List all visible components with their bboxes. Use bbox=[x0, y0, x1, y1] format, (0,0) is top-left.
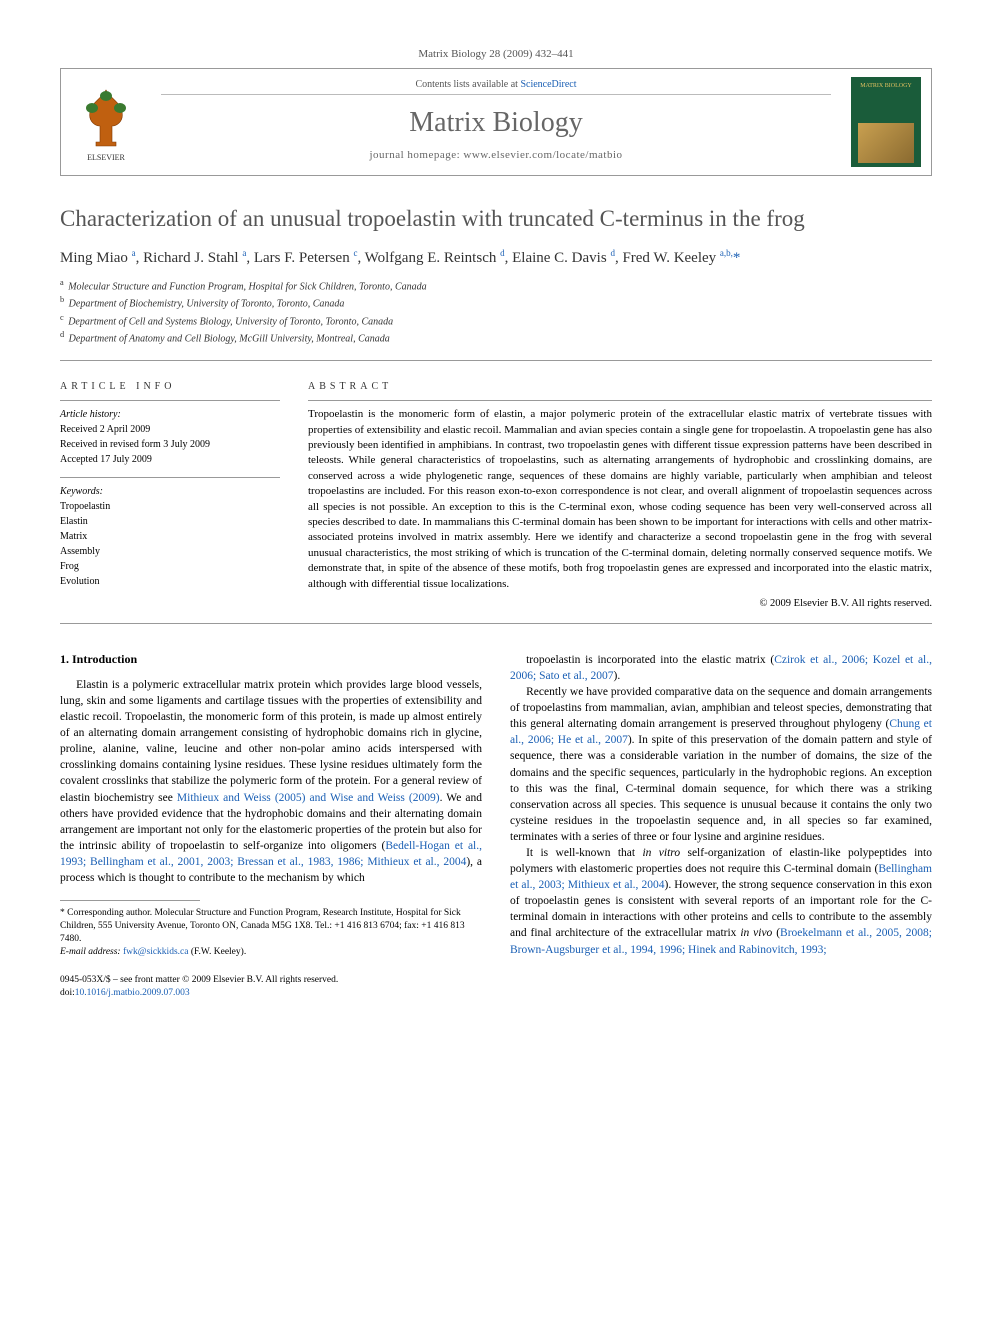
abstract-copyright: © 2009 Elsevier B.V. All rights reserved… bbox=[308, 598, 932, 609]
keyword: Evolution bbox=[60, 574, 280, 589]
keywords-lines: TropoelastinElastinMatrixAssemblyFrogEvo… bbox=[60, 499, 280, 589]
publisher-logo-cell: ELSEVIER bbox=[61, 69, 151, 175]
homepage-url: www.elsevier.com/locate/matbio bbox=[463, 149, 622, 161]
cover-cell: MATRIX BIOLOGY bbox=[841, 69, 931, 175]
author-list: Ming Miao a, Richard J. Stahl a, Lars F.… bbox=[60, 248, 932, 267]
history-lines: Received 2 April 2009Received in revised… bbox=[60, 422, 280, 467]
history-line: Received in revised form 3 July 2009 bbox=[60, 437, 280, 452]
abstract-column: ABSTRACT Tropoelastin is the monomeric f… bbox=[308, 381, 932, 609]
affiliation: b Department of Biochemistry, University… bbox=[60, 294, 932, 311]
info-abstract-row: ARTICLE INFO Article history: Received 2… bbox=[60, 365, 932, 624]
history-label: Article history: bbox=[60, 407, 280, 422]
body-paragraph: Recently we have provided comparative da… bbox=[510, 684, 932, 845]
body-paragraph: tropoelastin is incorporated into the el… bbox=[510, 652, 932, 684]
left-column: 1. Introduction Elastin is a polymeric e… bbox=[60, 652, 482, 958]
abstract-heading: ABSTRACT bbox=[308, 381, 932, 392]
svg-text:ELSEVIER: ELSEVIER bbox=[87, 153, 125, 162]
keyword: Frog bbox=[60, 559, 280, 574]
running-head: Matrix Biology 28 (2009) 432–441 bbox=[60, 48, 932, 60]
affiliation: a Molecular Structure and Function Progr… bbox=[60, 277, 932, 294]
email-label: E-mail address: bbox=[60, 947, 121, 957]
affiliation-list: a Molecular Structure and Function Progr… bbox=[60, 277, 932, 361]
abstract-text: Tropoelastin is the monomeric form of el… bbox=[308, 400, 932, 592]
email-line: E-mail address: fwk@sickkids.ca (F.W. Ke… bbox=[60, 946, 482, 959]
keywords-label: Keywords: bbox=[60, 484, 280, 499]
journal-header-center: Contents lists available at ScienceDirec… bbox=[151, 69, 841, 175]
history-line: Received 2 April 2009 bbox=[60, 422, 280, 437]
history-line: Accepted 17 July 2009 bbox=[60, 452, 280, 467]
affiliation: c Department of Cell and Systems Biology… bbox=[60, 312, 932, 329]
corresponding-author-note: * Corresponding author. Molecular Struct… bbox=[60, 907, 482, 945]
keyword: Assembly bbox=[60, 544, 280, 559]
doi-line: doi:10.1016/j.matbio.2009.07.003 bbox=[60, 987, 932, 1000]
article-info-heading: ARTICLE INFO bbox=[60, 381, 280, 392]
front-matter-line: 0945-053X/$ – see front matter © 2009 El… bbox=[60, 974, 932, 987]
journal-cover-icon: MATRIX BIOLOGY bbox=[851, 77, 921, 167]
left-paragraphs: Elastin is a polymeric extracellular mat… bbox=[60, 677, 482, 886]
doi-link[interactable]: 10.1016/j.matbio.2009.07.003 bbox=[75, 988, 190, 998]
body-paragraph: Elastin is a polymeric extracellular mat… bbox=[60, 677, 482, 886]
right-column: tropoelastin is incorporated into the el… bbox=[510, 652, 932, 958]
page-footer: 0945-053X/$ – see front matter © 2009 El… bbox=[60, 974, 932, 1000]
affiliation: d Department of Anatomy and Cell Biology… bbox=[60, 329, 932, 346]
article-history-block: Article history: Received 2 April 2009Re… bbox=[60, 400, 280, 467]
cover-title: MATRIX BIOLOGY bbox=[851, 83, 921, 89]
journal-homepage: journal homepage: www.elsevier.com/locat… bbox=[161, 149, 831, 161]
contents-prefix: Contents lists available at bbox=[415, 79, 520, 90]
keywords-block: Keywords: TropoelastinElastinMatrixAssem… bbox=[60, 477, 280, 589]
body-columns: 1. Introduction Elastin is a polymeric e… bbox=[60, 652, 932, 958]
cover-image-placeholder bbox=[858, 123, 914, 163]
keyword: Tropoelastin bbox=[60, 499, 280, 514]
journal-name: Matrix Biology bbox=[161, 107, 831, 139]
right-paragraphs: tropoelastin is incorporated into the el… bbox=[510, 652, 932, 958]
article-title: Characterization of an unusual tropoelas… bbox=[60, 204, 932, 234]
elsevier-tree-logo-icon: ELSEVIER bbox=[70, 82, 142, 162]
section-heading: 1. Introduction bbox=[60, 652, 482, 667]
contents-line: Contents lists available at ScienceDirec… bbox=[161, 79, 831, 95]
keyword: Elastin bbox=[60, 514, 280, 529]
keyword: Matrix bbox=[60, 529, 280, 544]
article-info-column: ARTICLE INFO Article history: Received 2… bbox=[60, 381, 280, 609]
sciencedirect-link[interactable]: ScienceDirect bbox=[520, 79, 576, 90]
email-tail: (F.W. Keeley). bbox=[191, 947, 246, 957]
homepage-label: journal homepage: bbox=[370, 149, 464, 161]
email-link[interactable]: fwk@sickkids.ca bbox=[123, 947, 188, 957]
journal-header: ELSEVIER Contents lists available at Sci… bbox=[60, 68, 932, 176]
section-number: 1. bbox=[60, 652, 69, 666]
body-paragraph: It is well-known that in vitro self-orga… bbox=[510, 845, 932, 958]
section-title: Introduction bbox=[72, 652, 137, 666]
footnote-separator bbox=[60, 900, 200, 901]
doi-label: doi: bbox=[60, 988, 75, 998]
